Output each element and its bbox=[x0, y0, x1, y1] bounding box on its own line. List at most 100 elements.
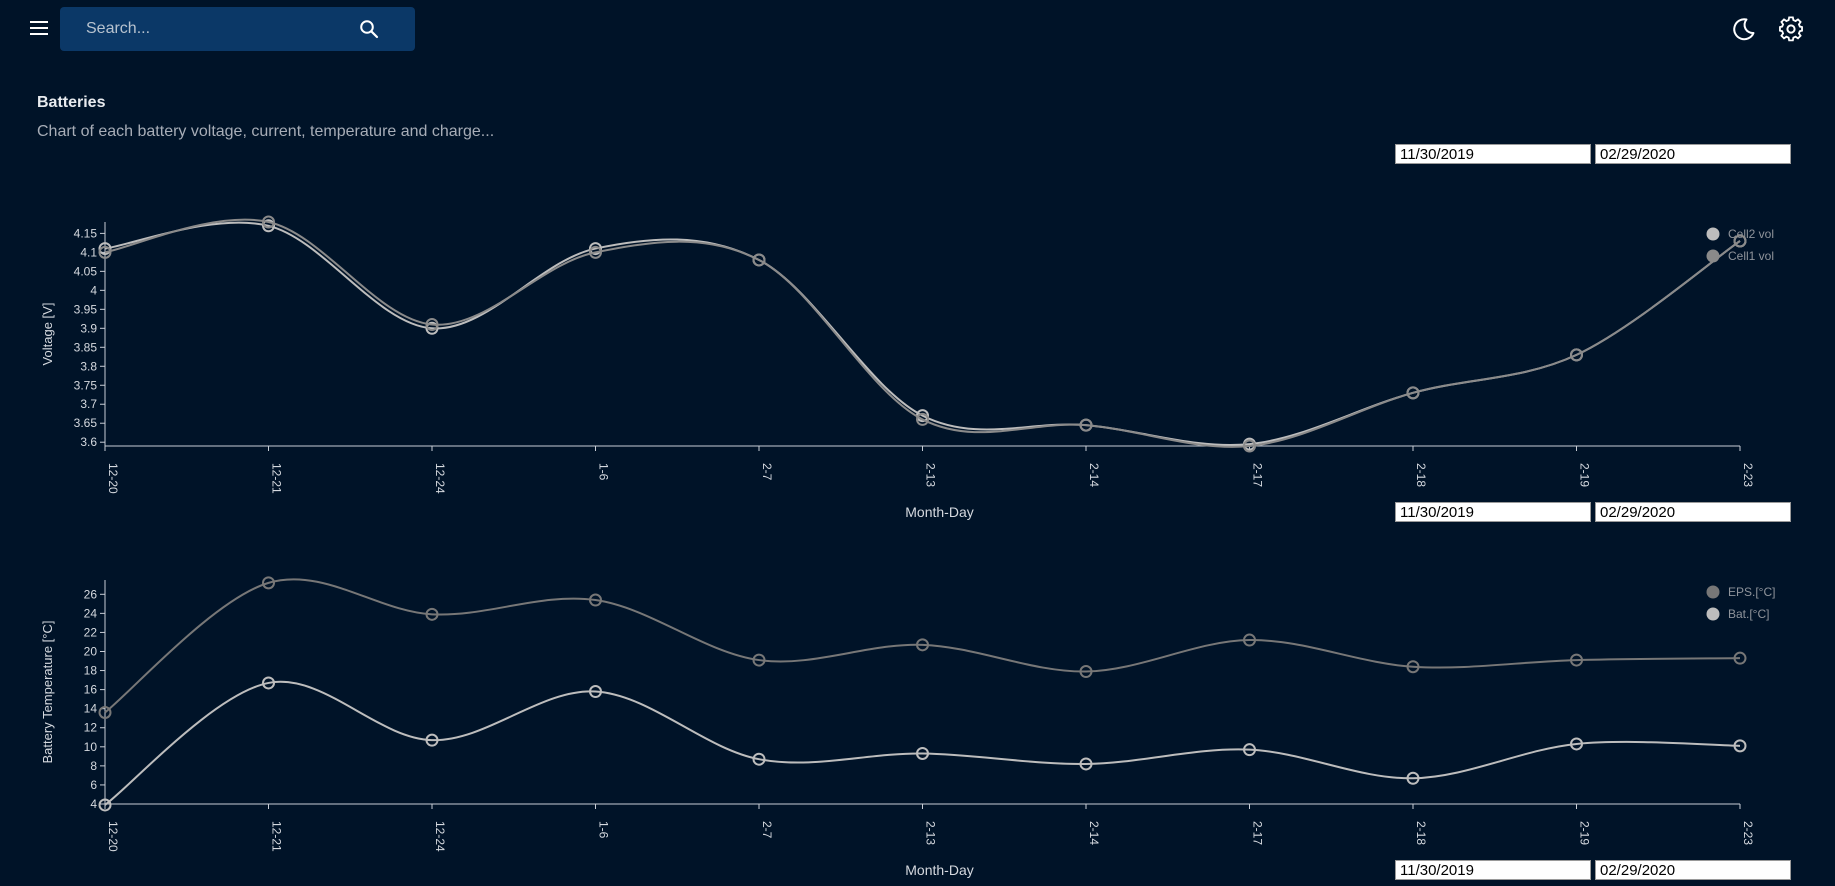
date-start-input[interactable] bbox=[1395, 860, 1591, 880]
x-tick-label: 1-6 bbox=[597, 821, 611, 839]
data-point bbox=[1243, 439, 1256, 453]
data-point bbox=[1079, 757, 1093, 771]
series-line bbox=[104, 218, 1741, 448]
data-point bbox=[916, 409, 929, 423]
data-point bbox=[1406, 771, 1420, 785]
top-bar bbox=[0, 0, 1835, 58]
legend-marker bbox=[1706, 227, 1720, 241]
data-point bbox=[1243, 437, 1256, 451]
data-point bbox=[1733, 739, 1747, 753]
data-point bbox=[262, 676, 275, 690]
legend-label: EPS.[°C] bbox=[1728, 585, 1775, 599]
x-tick-label: 12-24 bbox=[433, 821, 447, 852]
y-tick-label: 10 bbox=[84, 740, 98, 754]
date-end-input[interactable] bbox=[1595, 502, 1791, 522]
data-point bbox=[589, 242, 602, 256]
date-end-input[interactable] bbox=[1595, 860, 1791, 880]
data-point bbox=[425, 318, 439, 332]
data-point bbox=[1733, 651, 1747, 665]
y-tick-label: 3.9 bbox=[80, 321, 97, 335]
data-point bbox=[1570, 737, 1583, 751]
data-point bbox=[262, 215, 275, 229]
y-tick-label: 3.65 bbox=[74, 416, 98, 430]
data-point bbox=[589, 593, 602, 607]
data-point bbox=[1733, 234, 1747, 248]
x-tick-label: 2-13 bbox=[924, 821, 938, 845]
y-tick-label: 12 bbox=[84, 721, 98, 735]
data-point bbox=[589, 685, 602, 699]
y-tick-label: 3.8 bbox=[80, 359, 97, 373]
data-point bbox=[98, 798, 112, 812]
x-tick-label: 2-19 bbox=[1578, 821, 1592, 845]
y-tick-label: 3.75 bbox=[74, 378, 98, 392]
search-bar bbox=[60, 7, 415, 51]
series-line bbox=[104, 680, 1741, 806]
y-tick-label: 16 bbox=[84, 683, 98, 697]
y-tick-label: 3.7 bbox=[80, 397, 97, 411]
legend-marker bbox=[1706, 585, 1720, 599]
y-axis-label: Battery Temperature [°C] bbox=[40, 621, 55, 764]
gear-icon[interactable] bbox=[1778, 16, 1804, 42]
x-tick-label: 2-18 bbox=[1414, 463, 1428, 487]
x-tick-label: 12-24 bbox=[433, 463, 447, 494]
data-point bbox=[1570, 348, 1583, 362]
x-tick-label: 2-18 bbox=[1414, 821, 1428, 845]
x-tick-label: 1-6 bbox=[597, 463, 611, 481]
data-point bbox=[589, 245, 602, 259]
moon-icon[interactable] bbox=[1731, 16, 1757, 42]
y-tick-label: 4 bbox=[90, 797, 97, 811]
y-tick-label: 4 bbox=[90, 283, 97, 297]
legend-label: Cell2 vol bbox=[1728, 227, 1774, 241]
x-tick-label: 12-20 bbox=[106, 821, 120, 852]
y-axis-label: Voltage [V] bbox=[40, 303, 55, 366]
data-point bbox=[752, 752, 766, 766]
data-point bbox=[1406, 386, 1420, 400]
data-point bbox=[1570, 348, 1583, 362]
y-tick-label: 4.1 bbox=[80, 245, 97, 259]
data-point bbox=[1570, 653, 1583, 667]
x-tick-label: 12-20 bbox=[106, 463, 120, 494]
y-tick-label: 8 bbox=[90, 759, 97, 773]
date-start-input[interactable] bbox=[1395, 144, 1591, 164]
x-axis-label: Month-Day bbox=[905, 504, 973, 520]
data-point bbox=[1733, 234, 1747, 248]
x-tick-label: 2-17 bbox=[1251, 463, 1265, 487]
page-subtitle: Chart of each battery voltage, current, … bbox=[37, 123, 495, 140]
legend-label: Cell1 vol bbox=[1728, 249, 1774, 263]
y-tick-label: 3.6 bbox=[80, 435, 97, 449]
y-tick-label: 26 bbox=[84, 587, 98, 601]
x-tick-label: 2-13 bbox=[924, 463, 938, 487]
x-tick-label: 2-23 bbox=[1741, 821, 1755, 845]
menu-icon[interactable] bbox=[26, 17, 52, 39]
page-title: Batteries bbox=[37, 94, 106, 111]
x-tick-label: 2-19 bbox=[1578, 463, 1592, 487]
search-input[interactable] bbox=[72, 13, 390, 45]
date-start-input[interactable] bbox=[1395, 502, 1591, 522]
search-icon[interactable] bbox=[359, 19, 379, 39]
y-tick-label: 18 bbox=[84, 664, 98, 678]
y-tick-label: 3.95 bbox=[74, 302, 98, 316]
x-tick-label: 12-21 bbox=[270, 821, 284, 852]
data-point bbox=[1243, 743, 1256, 757]
y-tick-label: 22 bbox=[84, 625, 98, 639]
data-point bbox=[752, 253, 766, 267]
x-tick-label: 2-7 bbox=[760, 821, 774, 839]
x-tick-label: 2-14 bbox=[1087, 463, 1101, 487]
y-tick-label: 4.05 bbox=[74, 264, 98, 278]
data-point bbox=[1079, 418, 1093, 432]
x-tick-label: 2-17 bbox=[1251, 821, 1265, 845]
series-line bbox=[104, 221, 1741, 446]
data-point bbox=[262, 576, 275, 590]
y-tick-label: 24 bbox=[84, 606, 98, 620]
date-end-input[interactable] bbox=[1595, 144, 1791, 164]
y-tick-label: 20 bbox=[84, 644, 98, 658]
x-tick-label: 12-21 bbox=[270, 463, 284, 494]
data-point bbox=[425, 607, 439, 621]
legend-label: Bat.[°C] bbox=[1728, 607, 1769, 621]
y-tick-label: 6 bbox=[90, 778, 97, 792]
data-point bbox=[425, 321, 439, 335]
data-point bbox=[752, 653, 766, 667]
y-tick-label: 4.15 bbox=[74, 226, 98, 240]
data-point bbox=[1406, 386, 1420, 400]
x-tick-label: 2-23 bbox=[1741, 463, 1755, 487]
